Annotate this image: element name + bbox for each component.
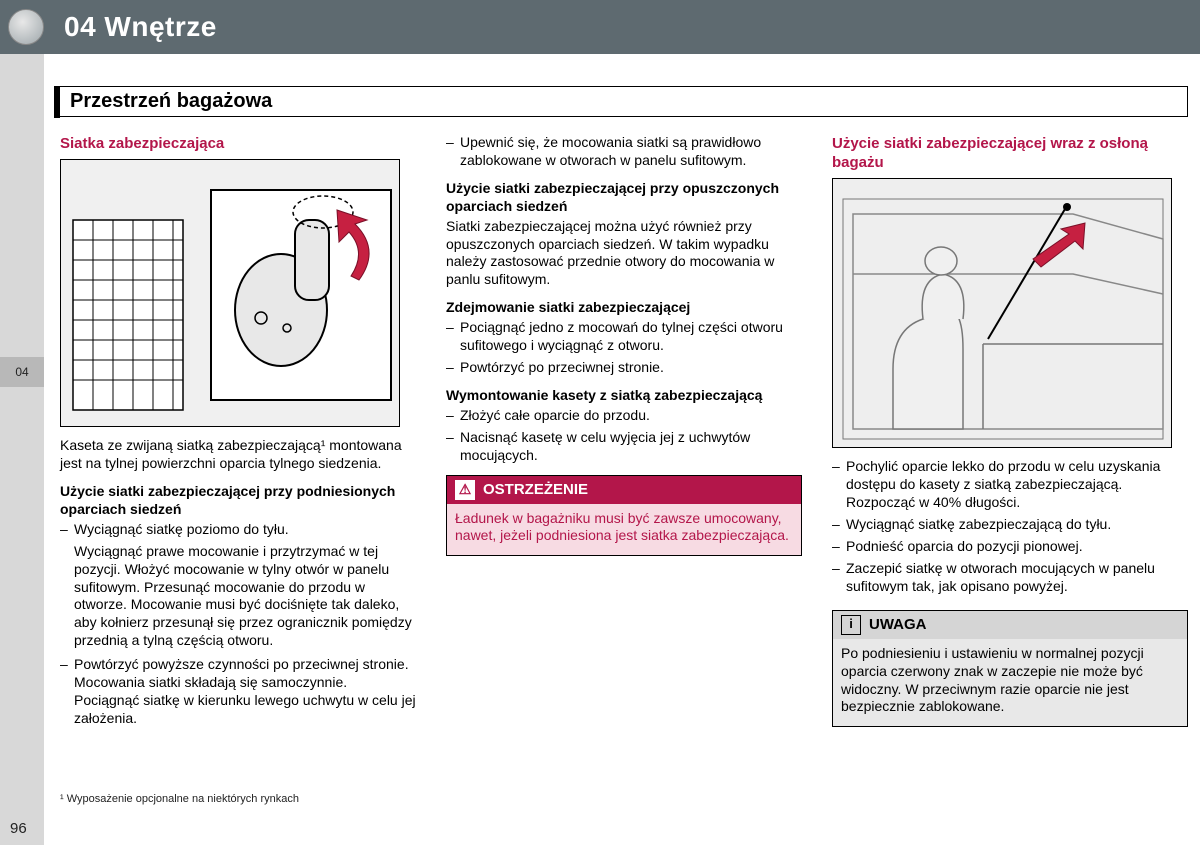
col3-heading-red: Użycie siatki zabezpieczającej wraz z os… [832,134,1188,172]
left-margin-bar [0,0,44,845]
col2-para-1: Siatki zabezpieczającej można użyć równi… [446,218,802,290]
figure-net-with-cover [832,178,1172,448]
col2-bullet-4: –Złożyć całe oparcie do przodu. [446,407,802,425]
col2-bullet-5-text: Nacisnąć kasetę w celu wyjęcia jej z uch… [460,429,802,465]
col2-bullet-1: –Upewnić się, że mocowania siatki są pra… [446,134,802,170]
chapter-icon [8,9,44,45]
chapter-title: 04 Wnętrze [64,11,217,43]
col3-bullet-2: –Wyciągnąć siatkę zabezpieczającą do tył… [832,516,1188,534]
page-header: 04 Wnętrze [0,0,1200,54]
section-title: Przestrzeń bagażowa [70,90,1187,113]
col1-para-2: Wyciągnąć prawe mocowanie i przytrzymać … [60,543,416,650]
col2-bullet-3-text: Powtórzyć po przeciwnej stronie. [460,359,802,377]
footnote: ¹ Wyposażenie opcjonalne na niektórych r… [60,793,299,805]
note-title: UWAGA [869,615,927,634]
col1-heading-red: Siatka zabezpieczająca [60,134,416,153]
col2-heading-2: Zdejmowanie siatki zabezpieczającej [446,299,802,317]
col1-bullet-1-text: Wyciągnąć siatkę poziomo do tyłu. [74,521,416,539]
col3-bullet-4-text: Zaczepić siatkę w otworach mocujących w … [846,560,1188,596]
warning-icon: ⚠ [455,480,475,500]
col3-bullet-3: –Podnieść oparcia do pozycji pionowej. [832,538,1188,556]
col1-bullet-1: –Wyciągnąć siatkę poziomo do tyłu. [60,521,416,539]
col1-para-1: Kaseta ze zwijaną siatką zabezpieczającą… [60,437,416,473]
col2-bullet-1-text: Upewnić się, że mocowania siatki są praw… [460,134,802,170]
note-body: Po podniesieniu i ustawieniu w normalnej… [833,639,1187,727]
content-columns: Siatka zabezpieczająca [60,134,1188,732]
column-2: –Upewnić się, że mocowania siatki są pra… [446,134,802,732]
warning-body: Ładunek w bagażniku musi być zawsze umo­… [447,504,801,556]
chapter-tab: 04 [0,357,44,387]
note-icon: i [841,615,861,635]
col1-bullet-2-text: Powtórzyć powyższe czynności po przeciwn… [74,656,416,728]
col2-bullet-3: –Powtórzyć po przeciwnej stronie. [446,359,802,377]
note-header: i UWAGA [833,611,1187,639]
col2-bullet-4-text: Złożyć całe oparcie do przodu. [460,407,802,425]
page-number: 96 [10,820,27,837]
column-3: Użycie siatki zabezpieczającej wraz z os… [832,134,1188,732]
col2-bullet-2: –Pociągnąć jedno z mocowań do tylnej czę… [446,319,802,355]
note-box: i UWAGA Po podniesieniu i ustawieniu w n… [832,610,1188,728]
col2-heading-3: Wymontowanie kasety z siatką zabezpiecza… [446,387,802,405]
col3-bullet-4: –Zaczepić siatkę w otworach mocujących w… [832,560,1188,596]
col3-bullet-3-text: Podnieść oparcia do pozycji pionowej. [846,538,1188,556]
figure-net-cassette [60,159,400,427]
column-1: Siatka zabezpieczająca [60,134,416,732]
col3-bullet-2-text: Wyciągnąć siatkę zabezpieczającą do tyłu… [846,516,1188,534]
col1-bullet-2: –Powtórzyć powyższe czynności po przeciw… [60,656,416,728]
warning-title: OSTRZEŻENIE [483,480,588,499]
warning-header: ⚠ OSTRZEŻENIE [447,476,801,504]
col2-heading-1: Użycie siatki zabezpieczającej przy opus… [446,180,802,216]
col2-bullet-2-text: Pociągnąć jedno z mocowań do tylnej częś… [460,319,802,355]
col3-bullet-1-text: Pochylić oparcie lekko do przodu w celu … [846,458,1188,512]
col3-bullet-1: –Pochylić oparcie lekko do przodu w celu… [832,458,1188,512]
warning-box: ⚠ OSTRZEŻENIE Ładunek w bagażniku musi b… [446,475,802,557]
col1-heading-2: Użycie siatki zabezpieczającej przy podn… [60,483,416,519]
col2-bullet-5: –Nacisnąć kasetę w celu wyjęcia jej z uc… [446,429,802,465]
section-title-frame: Przestrzeń bagażowa [60,86,1188,117]
